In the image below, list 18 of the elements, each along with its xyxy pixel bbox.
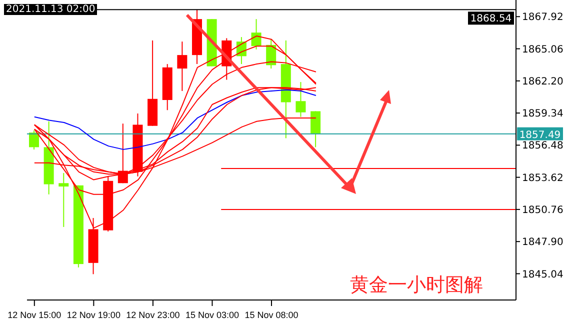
y-tick-label: 1853.62 xyxy=(522,172,564,184)
annotation: 2021.11.13 02:00 xyxy=(4,4,98,15)
ref-line-label: 1857.49 xyxy=(519,130,561,141)
ref-line-label: 1868.54 xyxy=(470,14,512,25)
y-tick-label: 1847.90 xyxy=(522,237,564,248)
x-tick-label: 12 Nov 23:00 xyxy=(126,310,180,320)
y-tick-label: 1865.06 xyxy=(522,44,564,56)
y-tick-label: 1862.20 xyxy=(522,76,564,88)
y-tick-label: 1856.48 xyxy=(522,140,564,152)
y-tick-label: 1867.92 xyxy=(522,12,564,24)
annotation: 黄金一小时图解 xyxy=(350,273,483,298)
x-tick-label: 15 Nov 03:00 xyxy=(185,310,239,320)
x-tick-label: 15 Nov 08:00 xyxy=(244,310,298,320)
x-tick-label: 12 Nov 19:00 xyxy=(66,310,120,320)
y-tick-label: 1845.04 xyxy=(522,269,564,280)
y-tick-label: 1859.34 xyxy=(522,108,564,120)
y-tick-label: 1850.76 xyxy=(522,204,564,216)
x-tick-label: 12 Nov 15:00 xyxy=(8,310,62,320)
